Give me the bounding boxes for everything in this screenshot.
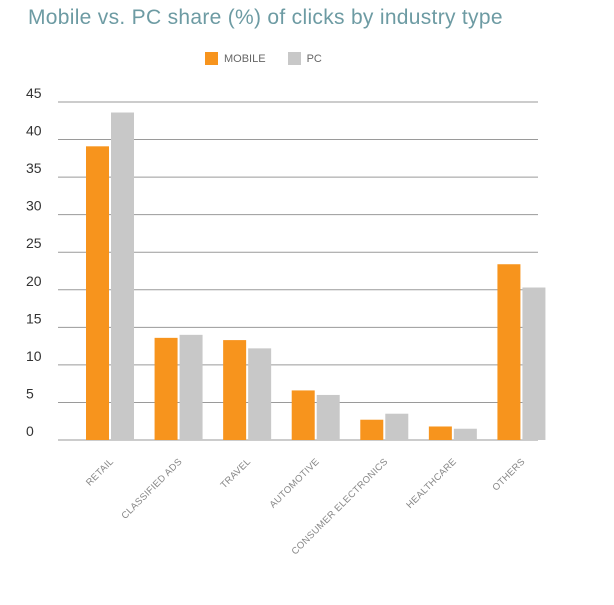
y-tick-label-15: 15 [26, 310, 42, 326]
bar-pc-retail [111, 112, 134, 440]
y-tick-label-5: 5 [26, 385, 34, 401]
bar-mobile-travel [223, 340, 247, 440]
y-tick-label-20: 20 [26, 273, 42, 289]
legend-label-pc: PC [306, 52, 322, 65]
bar-pc-travel [248, 348, 272, 440]
x-tick-label-travel: TRAVEL [219, 456, 254, 491]
y-tick-label-35: 35 [26, 160, 42, 176]
bar-mobile-retail [86, 146, 109, 440]
x-tick-label-classified-ads: CLASSIFIED ADS [119, 456, 184, 521]
y-tick-label-0: 0 [26, 423, 34, 439]
bar-pc-classified-ads [179, 334, 203, 440]
x-tick-label-retail: RETAIL [84, 456, 116, 488]
bar-pc-healthcare [453, 428, 477, 440]
bar-mobile-others [497, 264, 521, 440]
bar-mobile-consumer-electronics [360, 419, 384, 440]
bar-mobile-healthcare [428, 426, 452, 440]
legend: MOBILE PC [205, 52, 322, 65]
x-tick-label-healthcare: HEALTHCARE [404, 456, 459, 511]
y-tick-label-25: 25 [26, 235, 42, 251]
legend-swatch-mobile [205, 52, 218, 65]
bar-mobile-automotive [291, 390, 315, 440]
legend-item-pc: PC [287, 52, 322, 65]
bar-pc-consumer-electronics [385, 413, 409, 440]
y-tick-label-10: 10 [26, 348, 42, 364]
bar-mobile-classified-ads [154, 337, 178, 440]
y-tick-label-40: 40 [26, 123, 42, 139]
x-tick-label-automotive: AUTOMOTIVE [268, 456, 322, 510]
y-tick-label-45: 45 [26, 85, 42, 101]
bar-pc-automotive [316, 394, 340, 440]
legend-swatch-pc [287, 52, 301, 65]
y-tick-label-30: 30 [26, 198, 42, 214]
legend-label-mobile: MOBILE [224, 52, 266, 65]
bar-pc-others [522, 287, 546, 440]
legend-item-mobile: MOBILE [205, 52, 266, 65]
x-tick-label-others: OTHERS [491, 456, 528, 493]
chart-title: Mobile vs. PC share (%) of clicks by ind… [28, 6, 503, 29]
